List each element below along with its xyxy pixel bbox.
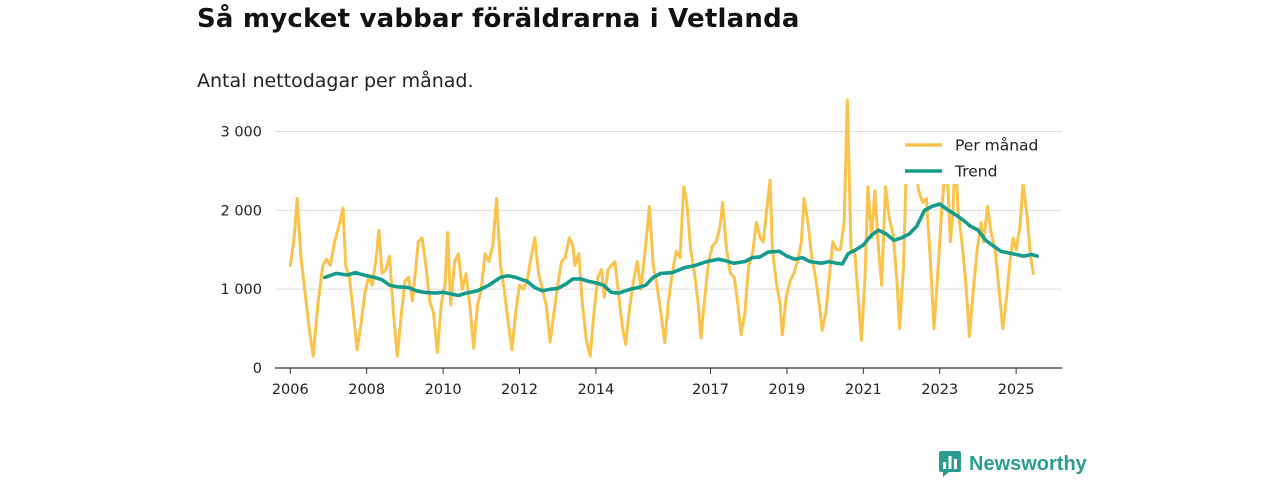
x-tick-label: 2023 [921, 382, 958, 398]
x-tick-label: 2021 [845, 382, 882, 398]
x-tick-label: 2008 [348, 382, 385, 398]
brand-name: Newsworthy [969, 452, 1087, 475]
y-tick-label: 2 000 [220, 203, 262, 219]
y-tick-label: 3 000 [220, 125, 262, 141]
legend-label: Trend [954, 163, 997, 181]
y-tick-label: 0 [253, 361, 262, 377]
newsworthy-brand: Newsworthy [939, 449, 1087, 479]
legend-label: Per månad [955, 137, 1038, 155]
x-tick-label: 2019 [768, 382, 805, 398]
x-tick-label: 2014 [577, 382, 614, 398]
series-line-trend [322, 202, 1039, 298]
newsworthy-logo-icon [939, 451, 961, 477]
x-tick-label: 2017 [692, 382, 729, 398]
legend-background [897, 132, 1052, 184]
x-tick-label: 2010 [425, 382, 462, 398]
x-axis-ticks: 2006 2008 2010 2012 2014 2017 2019 2021 2023 2025 [272, 368, 1035, 398]
y-tick-label: 1 000 [220, 282, 262, 298]
x-tick-label: 2025 [998, 382, 1035, 398]
legend: Per månad Trend [897, 132, 1052, 184]
chart-subtitle: Antal nettodagar per månad. [197, 70, 474, 92]
x-tick-label: 2006 [272, 382, 309, 398]
y-axis-ticks: 0 1 000 2 000 3 000 [220, 125, 262, 377]
x-tick-label: 2012 [501, 382, 538, 398]
chart-title: Så mycket vabbar föräldrarna i Vetlanda [197, 4, 800, 34]
